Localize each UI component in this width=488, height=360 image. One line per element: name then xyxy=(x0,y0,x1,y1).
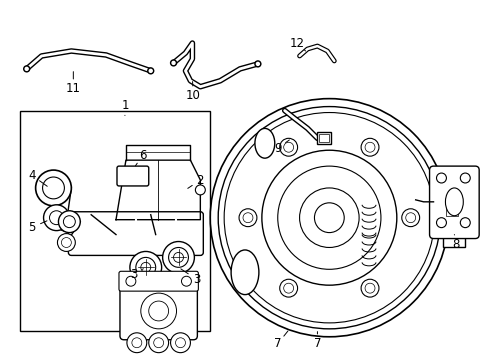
Circle shape xyxy=(149,69,152,72)
Circle shape xyxy=(279,138,297,156)
Circle shape xyxy=(195,185,205,195)
Circle shape xyxy=(24,66,30,72)
Circle shape xyxy=(254,61,260,67)
Bar xyxy=(443,188,464,247)
Text: 3: 3 xyxy=(130,268,137,281)
Circle shape xyxy=(127,333,146,353)
Circle shape xyxy=(130,251,162,283)
Text: 9: 9 xyxy=(273,142,281,155)
FancyBboxPatch shape xyxy=(120,282,197,340)
Circle shape xyxy=(43,205,69,231)
Text: 12: 12 xyxy=(289,37,305,50)
Circle shape xyxy=(459,218,469,228)
Circle shape xyxy=(170,333,190,353)
Text: 2: 2 xyxy=(196,174,203,186)
Circle shape xyxy=(239,209,256,227)
Circle shape xyxy=(170,60,176,66)
Circle shape xyxy=(59,211,80,233)
Bar xyxy=(446,198,457,216)
Text: 11: 11 xyxy=(66,82,81,95)
Bar xyxy=(319,134,328,142)
Text: 7: 7 xyxy=(313,337,321,350)
Bar xyxy=(20,111,210,331)
Text: 5: 5 xyxy=(28,221,35,234)
Text: 4: 4 xyxy=(28,168,35,181)
Text: 3: 3 xyxy=(192,273,200,286)
Bar xyxy=(317,132,331,144)
Circle shape xyxy=(36,170,71,206)
Ellipse shape xyxy=(254,129,274,158)
Circle shape xyxy=(172,62,175,64)
Circle shape xyxy=(360,279,378,297)
Text: 1: 1 xyxy=(121,99,128,112)
Ellipse shape xyxy=(445,188,462,216)
Circle shape xyxy=(459,173,469,183)
Ellipse shape xyxy=(231,250,258,294)
Circle shape xyxy=(57,214,75,231)
Circle shape xyxy=(360,138,378,156)
Circle shape xyxy=(256,62,259,66)
Circle shape xyxy=(147,68,153,74)
Circle shape xyxy=(210,99,447,337)
Text: 7: 7 xyxy=(273,337,281,350)
Text: 6: 6 xyxy=(139,149,146,162)
Polygon shape xyxy=(116,160,200,220)
Circle shape xyxy=(57,234,75,251)
FancyBboxPatch shape xyxy=(117,166,148,186)
Circle shape xyxy=(126,276,136,286)
FancyBboxPatch shape xyxy=(428,166,478,239)
Circle shape xyxy=(401,209,419,227)
Circle shape xyxy=(163,242,194,273)
Text: 10: 10 xyxy=(185,89,201,102)
Circle shape xyxy=(279,279,297,297)
Circle shape xyxy=(181,276,191,286)
Circle shape xyxy=(148,333,168,353)
Text: 8: 8 xyxy=(452,238,459,251)
Circle shape xyxy=(436,218,446,228)
FancyBboxPatch shape xyxy=(119,271,198,291)
FancyBboxPatch shape xyxy=(68,212,203,255)
Circle shape xyxy=(436,173,446,183)
Polygon shape xyxy=(126,145,190,160)
Circle shape xyxy=(25,67,28,70)
